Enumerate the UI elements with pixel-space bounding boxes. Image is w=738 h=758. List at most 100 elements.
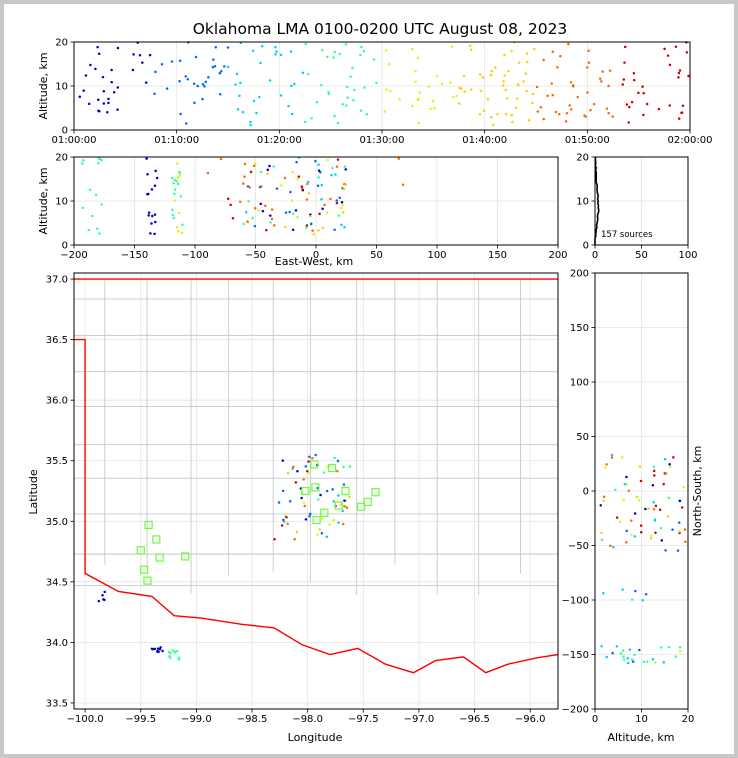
source-point	[627, 121, 630, 124]
source-point	[132, 53, 135, 56]
source-point	[141, 61, 144, 64]
source-point	[146, 172, 149, 176]
source-point	[338, 196, 342, 199]
source-point	[249, 120, 252, 124]
source-point	[525, 52, 529, 55]
source-point	[416, 97, 420, 101]
source-point	[97, 52, 101, 55]
station-marker	[144, 520, 153, 530]
source-point	[219, 69, 223, 73]
source-point	[175, 180, 178, 183]
source-point	[353, 88, 356, 92]
station-marker	[181, 552, 190, 561]
source-point	[275, 187, 279, 190]
source-point	[671, 528, 674, 531]
source-point	[306, 72, 310, 76]
source-point	[201, 97, 204, 101]
source-point	[175, 162, 179, 165]
source-point	[238, 94, 241, 98]
source-point	[309, 512, 312, 516]
source-point	[435, 74, 439, 78]
source-point	[325, 489, 329, 493]
source-point	[372, 58, 376, 61]
axes-frame	[73, 156, 559, 246]
source-point	[625, 483, 629, 486]
source-point	[292, 212, 295, 216]
source-point	[307, 460, 310, 463]
source-point	[518, 61, 521, 65]
source-point	[502, 80, 505, 83]
source-point	[662, 661, 666, 664]
source-point	[667, 496, 671, 499]
source-point	[385, 88, 388, 91]
source-point	[516, 97, 519, 100]
source-point	[524, 72, 527, 75]
source-point	[179, 112, 182, 116]
source-point	[317, 163, 320, 166]
source-point	[482, 109, 486, 113]
source-point	[249, 170, 253, 174]
source-point	[427, 85, 430, 88]
source-point	[107, 101, 110, 105]
source-point	[652, 465, 656, 469]
source-point	[568, 104, 571, 107]
source-point	[94, 193, 98, 197]
source-point	[569, 108, 573, 111]
x-tick-label: −150	[121, 250, 148, 261]
source-point	[654, 531, 657, 534]
source-point	[551, 50, 555, 54]
source-point	[626, 661, 630, 665]
source-point	[684, 540, 687, 544]
station-marker	[356, 502, 366, 511]
source-point	[619, 652, 623, 655]
y-tick-label: 37.0	[46, 275, 68, 286]
source-point	[411, 47, 414, 51]
source-point	[333, 114, 336, 118]
source-point	[173, 192, 176, 196]
source-point	[307, 180, 310, 183]
source-point	[511, 120, 514, 124]
source-point	[662, 482, 665, 486]
source-point	[241, 110, 245, 114]
station-marker	[310, 460, 319, 469]
source-point	[312, 233, 315, 236]
source-point	[633, 535, 637, 538]
source-point	[88, 188, 92, 192]
source-point	[496, 112, 499, 116]
source-point	[102, 90, 106, 93]
source-point	[462, 75, 466, 78]
source-point	[244, 211, 248, 214]
source-point	[389, 89, 392, 93]
source-point	[625, 529, 628, 533]
source-point	[507, 69, 510, 73]
x-tick-label: 100	[678, 250, 697, 261]
source-point	[165, 87, 169, 90]
source-point	[98, 109, 101, 113]
source-point	[252, 99, 256, 103]
source-point	[346, 96, 349, 99]
source-point	[253, 224, 257, 228]
source-point	[149, 232, 152, 235]
source-point	[514, 106, 518, 109]
source-point	[181, 223, 184, 226]
source-point	[116, 86, 120, 89]
source-point	[602, 592, 605, 595]
y-tick-label: 20	[55, 38, 68, 49]
source-point	[653, 474, 656, 477]
source-point	[151, 214, 154, 218]
source-point	[268, 79, 272, 82]
source-point	[294, 481, 298, 484]
y-tick-label: 35.5	[46, 456, 68, 467]
source-point	[159, 646, 162, 649]
source-point	[112, 90, 116, 94]
source-point	[663, 47, 666, 51]
source-point	[307, 471, 310, 475]
source-point	[611, 115, 614, 118]
source-point	[172, 216, 176, 220]
y-tick-label: 10	[55, 197, 68, 208]
source-point	[589, 108, 592, 112]
source-point	[176, 176, 180, 179]
source-point	[627, 489, 631, 493]
source-point	[254, 162, 257, 165]
source-point	[687, 74, 690, 78]
